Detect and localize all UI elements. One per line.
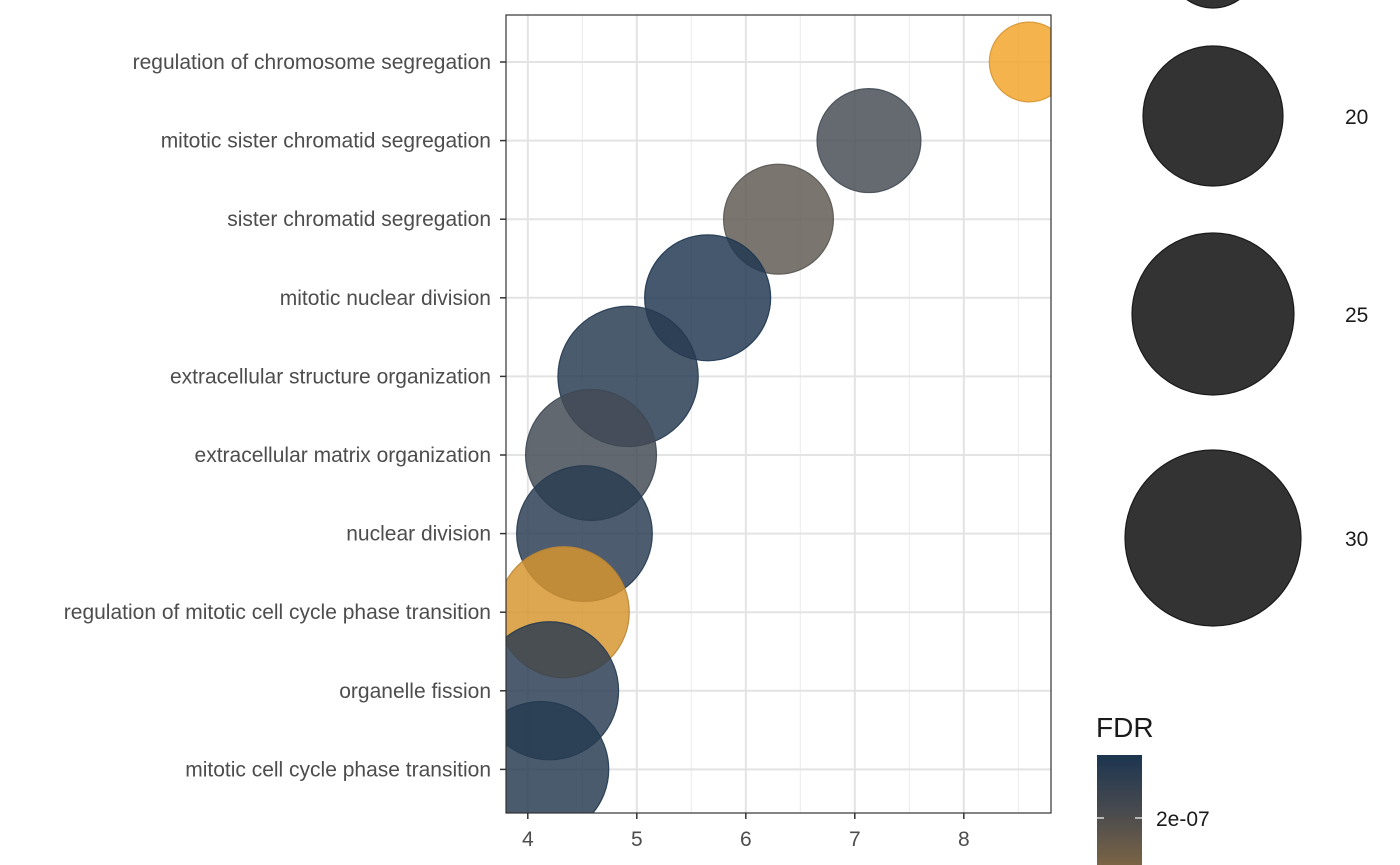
y-tick-label: mitotic cell cycle phase transition — [185, 758, 491, 781]
size-legend-label: 20 — [1345, 106, 1368, 129]
x-tick-label: 4 — [522, 828, 534, 851]
y-tick-label: mitotic nuclear division — [280, 287, 491, 310]
x-tick-label: 6 — [740, 828, 752, 851]
color-legend: FDR 2e-07 — [1096, 712, 1210, 865]
size-legend-label: 25 — [1345, 304, 1368, 327]
y-tick-label: regulation of chromosome segregation — [133, 51, 491, 74]
y-tick-label: regulation of mitotic cell cycle phase t… — [64, 601, 491, 624]
bubble — [506, 700, 610, 813]
y-tick-label: organelle fission — [339, 680, 491, 703]
bubbles — [506, 21, 1051, 813]
x-axis: 4 5 6 7 8 — [522, 813, 970, 851]
bubble — [722, 163, 835, 275]
color-legend-title: FDR — [1096, 712, 1154, 743]
size-legend-label: 30 — [1345, 528, 1368, 551]
y-tick-label: extracellular matrix organization — [195, 444, 491, 467]
bubble — [988, 21, 1051, 103]
plot-border — [505, 14, 1052, 814]
size-legend-key — [1124, 449, 1302, 627]
y-tick-label: sister chromatid segregation — [227, 208, 491, 231]
size-legend: 20 25 30 — [1124, 0, 1368, 627]
color-legend-bar — [1097, 755, 1142, 865]
x-tick-label: 7 — [849, 828, 861, 851]
y-axis: regulation of chromosome segregation mito… — [64, 51, 506, 781]
y-tick-label: extracellular structure organization — [170, 365, 491, 388]
color-legend-tick-label: 2e-07 — [1156, 808, 1210, 831]
y-tick-label: mitotic sister chromatid segregation — [161, 130, 491, 153]
y-tick-label: nuclear division — [346, 523, 491, 546]
size-legend-key — [1142, 45, 1284, 187]
x-tick-label: 8 — [958, 828, 970, 851]
bubble — [816, 88, 922, 194]
size-legend-key — [1186, 0, 1240, 9]
size-legend-key — [1131, 232, 1295, 396]
x-tick-label: 5 — [631, 828, 643, 851]
